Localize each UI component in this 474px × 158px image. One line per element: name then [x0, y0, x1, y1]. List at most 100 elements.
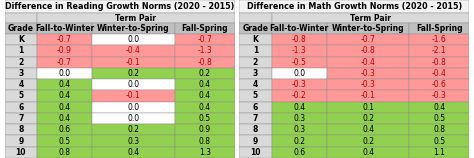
Text: 0.5: 0.5 [433, 137, 446, 146]
Text: 0.4: 0.4 [433, 103, 446, 112]
Text: 0.2: 0.2 [362, 137, 374, 146]
Bar [239, 79, 272, 90]
Text: 9: 9 [18, 137, 23, 146]
Text: 2: 2 [253, 58, 258, 67]
Text: -2.1: -2.1 [432, 46, 447, 55]
Bar [37, 147, 92, 158]
Bar [239, 90, 272, 102]
Bar [37, 34, 92, 45]
Bar [5, 0, 235, 13]
Text: Winter-to-Spring: Winter-to-Spring [97, 24, 170, 33]
Bar [175, 113, 235, 124]
Text: 0.4: 0.4 [199, 80, 211, 89]
Text: Fall-Spring: Fall-Spring [182, 24, 228, 33]
Bar [37, 90, 92, 102]
Bar [5, 57, 37, 68]
Bar [410, 124, 469, 135]
Text: 3: 3 [253, 69, 258, 78]
Text: 0.3: 0.3 [293, 125, 305, 134]
Text: 0.8: 0.8 [199, 137, 211, 146]
Bar [239, 13, 272, 23]
Bar [272, 34, 327, 45]
Bar [410, 34, 469, 45]
Text: K: K [253, 35, 258, 44]
Bar [37, 124, 92, 135]
Bar [272, 147, 327, 158]
Text: Difference in Reading Growth Norms (2020 - 2015): Difference in Reading Growth Norms (2020… [5, 2, 234, 11]
Text: Fall-Spring: Fall-Spring [416, 24, 463, 33]
Text: -0.4: -0.4 [432, 69, 447, 78]
Bar [327, 135, 410, 147]
Text: -0.7: -0.7 [57, 35, 72, 44]
Text: 0.6: 0.6 [58, 125, 71, 134]
Bar [272, 113, 327, 124]
Text: 0.0: 0.0 [293, 69, 305, 78]
Text: 5: 5 [253, 91, 258, 100]
Text: 0.0: 0.0 [128, 35, 139, 44]
Bar [327, 57, 410, 68]
Text: -0.7: -0.7 [361, 35, 375, 44]
Text: 0.4: 0.4 [58, 91, 71, 100]
Text: 0.4: 0.4 [362, 148, 374, 157]
Text: 6: 6 [18, 103, 23, 112]
Bar [272, 79, 327, 90]
Bar [37, 68, 92, 79]
Text: Winter-to-Spring: Winter-to-Spring [332, 24, 404, 33]
Bar [410, 79, 469, 90]
Text: Term Pair: Term Pair [350, 14, 391, 23]
Bar [5, 68, 37, 79]
Bar [239, 45, 272, 57]
Text: -0.5: -0.5 [292, 58, 307, 67]
Bar [175, 124, 235, 135]
Text: 1.1: 1.1 [433, 148, 445, 157]
Text: 0.2: 0.2 [293, 137, 305, 146]
Bar [327, 147, 410, 158]
Bar [92, 34, 175, 45]
Text: -1.3: -1.3 [292, 46, 307, 55]
Text: 0.4: 0.4 [58, 103, 71, 112]
Bar [92, 45, 175, 57]
Bar [37, 57, 92, 68]
Text: 0.1: 0.1 [362, 103, 374, 112]
Bar [272, 135, 327, 147]
Text: 0.4: 0.4 [199, 91, 211, 100]
Bar [92, 102, 175, 113]
Bar [272, 45, 327, 57]
Text: 0.0: 0.0 [128, 103, 139, 112]
Bar [272, 23, 327, 34]
Text: 0.5: 0.5 [199, 114, 211, 123]
Bar [327, 79, 410, 90]
Text: -0.7: -0.7 [197, 35, 212, 44]
Bar [37, 135, 92, 147]
Text: -0.8: -0.8 [197, 58, 212, 67]
Bar [327, 124, 410, 135]
Bar [327, 23, 410, 34]
Bar [92, 113, 175, 124]
Text: 3: 3 [18, 69, 23, 78]
Bar [5, 79, 37, 90]
Text: 1.3: 1.3 [199, 148, 211, 157]
Text: 0.2: 0.2 [199, 69, 211, 78]
Bar [92, 90, 175, 102]
Bar [5, 147, 37, 158]
Text: 0.8: 0.8 [433, 125, 446, 134]
Bar [5, 90, 37, 102]
Text: Grade: Grade [243, 24, 268, 33]
Text: 4: 4 [18, 80, 23, 89]
Text: 7: 7 [253, 114, 258, 123]
Bar [239, 113, 272, 124]
Bar [327, 90, 410, 102]
Text: 0.4: 0.4 [58, 80, 71, 89]
Bar [5, 113, 37, 124]
Text: -0.3: -0.3 [361, 69, 375, 78]
Bar [92, 79, 175, 90]
Bar [410, 57, 469, 68]
Bar [272, 90, 327, 102]
Bar [5, 102, 37, 113]
Text: -0.3: -0.3 [361, 80, 375, 89]
Text: 0.0: 0.0 [128, 114, 139, 123]
Bar [175, 57, 235, 68]
Bar [5, 34, 37, 45]
Text: 8: 8 [18, 125, 24, 134]
Bar [239, 147, 272, 158]
